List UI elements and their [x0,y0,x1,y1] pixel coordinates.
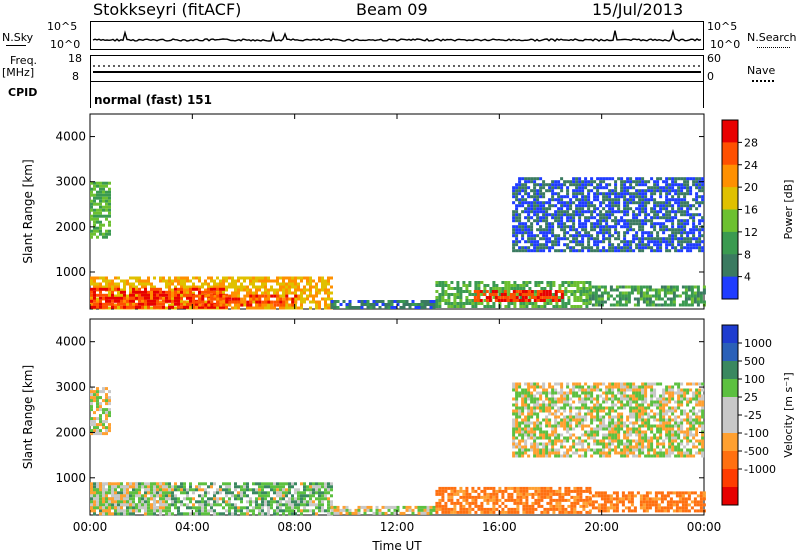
velocity-region-6 [512,382,705,458]
xtick-label-6: 00:00 [687,520,722,534]
xtick-label-4: 16:00 [482,520,517,534]
velocity-colorbar-seg-0 [722,325,738,344]
date-title: 15/Jul/2013 [592,0,684,19]
xlabel: Time UT [371,539,422,553]
nsky-trace [92,28,702,42]
power-colorbar-seg-7 [722,276,738,300]
power-region-1 [90,287,231,309]
power-cbtick-label-1: 24 [744,159,758,172]
velocity-cbtick-label-2: 100 [744,373,765,386]
nsky-panel [90,21,704,50]
velocity-colorbar-seg-5 [722,415,738,434]
velocity-colorbar-label: Velocity [m s⁻¹] [782,372,795,457]
velocity-cbtick-label-5: -100 [744,427,769,440]
velocity-colorbar-seg-7 [722,451,738,470]
nave-tick-60: 60 [707,52,721,65]
velocity-colorbar-seg-4 [722,397,738,416]
nave-label: Nave [747,64,776,77]
power-cbtick-label-2: 20 [744,181,758,194]
velocity-ytick-label-0: 4000 [55,335,86,349]
power-region-6 [473,290,564,302]
velocity-colorbar-seg-6 [722,433,738,452]
velocity-cbtick-label-3: 25 [744,391,758,404]
power-region-4 [330,300,436,309]
freq-tick-18: 18 [68,52,82,65]
power-ytick-label-1: 3000 [55,175,86,189]
velocity-region-1 [90,482,168,513]
power-colorbar-seg-5 [722,231,738,255]
nsky-tick-bottom-right: 10^0 [710,38,741,51]
freq-tick-8: 8 [72,70,79,83]
power-colorbar-seg-0 [722,120,738,143]
station-title: Stokkseyri (fitACF) [93,0,242,19]
beam-title: Beam 09 [356,0,428,19]
velocity-region-2 [90,387,111,436]
nsky-label: N.Sky [2,31,34,44]
nave-line-key [752,80,774,82]
power-colorbar-seg-4 [722,209,738,233]
nsky-tick-top-left: 10^5 [47,20,78,33]
power-ylabel: Slant Range [km] [21,159,35,263]
power-region-3 [90,181,111,239]
velocity-colorbar-seg-9 [722,487,738,506]
nsky-line-key [6,45,26,46]
cpid-mode: normal (fast) 151 [94,93,212,107]
power-cbtick-label-3: 16 [744,204,758,217]
velocity-cbtick-label-1: 500 [744,355,765,368]
freq-traces [93,65,701,73]
power-ytick-label-0: 4000 [55,130,86,144]
nsky-tick-top-right: 10^5 [707,20,738,33]
freq-label: Freq. [10,54,38,67]
velocity-colorbar-seg-3 [722,379,738,398]
velocity-cbtick-label-7: -1000 [744,463,776,476]
power-region-2 [192,294,298,307]
power-colorbar-seg-2 [722,164,738,188]
power-colorbar-seg-1 [722,142,738,166]
power-colorbar-label: Power [dB] [782,180,795,240]
cpid-panel [90,82,704,108]
nsearch-label: N.Search [747,31,797,44]
cpid-label: CPID [8,86,38,99]
velocity-ytick-label-1: 3000 [55,380,86,394]
velocity-ytick-label-2: 2000 [55,425,86,439]
power-cbtick-label-6: 4 [744,271,751,284]
velocity-ylabel: Slant Range [km] [21,365,35,469]
velocity-region-4 [435,486,592,514]
xtick-label-2: 08:00 [277,520,312,534]
nsearch-line-key [757,47,790,48]
velocity-region-5 [588,491,706,513]
xtick-label-0: 00:00 [73,520,108,534]
velocity-colorbar-seg-8 [722,469,738,488]
power-region-7 [588,285,706,307]
velocity-colorbar-seg-2 [722,361,738,380]
nsky-tick-bottom-left: 10^0 [50,38,81,51]
power-cbtick-label-4: 12 [744,226,758,239]
power-cbtick-label-5: 8 [744,248,751,261]
velocity-cbtick-label-4: -25 [744,409,762,422]
velocity-cbtick-label-0: 1000 [744,337,772,350]
velocity-region-3 [330,505,436,515]
power-region-8 [512,177,705,253]
power-ytick-label-3: 1000 [55,265,86,279]
velocity-ytick-label-3: 1000 [55,471,86,485]
nave-tick-0: 0 [707,70,714,83]
xtick-label-5: 20:00 [584,520,619,534]
xtick-label-3: 12:00 [380,520,415,534]
power-cbtick-label-0: 28 [744,136,758,149]
velocity-colorbar-seg-1 [722,343,738,362]
power-ytick-label-2: 2000 [55,220,86,234]
power-colorbar-seg-3 [722,187,738,210]
xtick-label-1: 04:00 [175,520,210,534]
velocity-cbtick-label-6: -500 [744,445,769,458]
freq-unit-label: [MHz] [2,66,35,79]
power-colorbar-seg-6 [722,254,738,278]
freq-panel [90,55,704,82]
